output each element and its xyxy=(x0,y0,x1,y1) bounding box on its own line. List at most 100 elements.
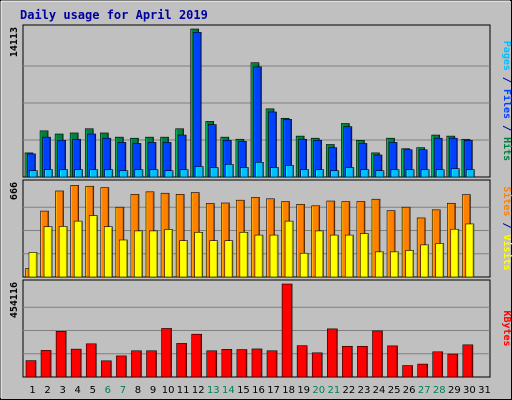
bar-pages xyxy=(194,166,204,178)
legend-part: Hits xyxy=(501,137,512,161)
bar-sites xyxy=(314,230,324,278)
bar-sites xyxy=(360,233,369,278)
bar-sites xyxy=(73,220,83,278)
bar-kbytes xyxy=(116,355,127,378)
chart-panels: 14113 Pages / Files / Hits 666 Sites / Visi… xyxy=(9,24,512,378)
bar-pages xyxy=(44,169,53,178)
bar-pages xyxy=(255,162,264,178)
bar-kbytes xyxy=(176,343,187,378)
bar-pages xyxy=(149,169,159,178)
x-tick-label: 26 xyxy=(403,385,416,396)
legend-part: KBytes xyxy=(501,310,512,346)
bar-sites xyxy=(375,251,384,278)
bar-pages xyxy=(360,169,370,178)
x-tick-label: 2 xyxy=(44,385,50,396)
bar-sites xyxy=(119,239,128,278)
bar-pages xyxy=(179,169,189,178)
x-tick-label: 31 xyxy=(478,385,491,396)
bar-kbytes xyxy=(281,283,293,378)
bar-files xyxy=(192,31,202,178)
legend-part: / xyxy=(501,71,512,89)
bar-files xyxy=(268,111,277,178)
bar-kbytes xyxy=(25,360,37,378)
bar-pages xyxy=(59,169,68,178)
bar-kbytes xyxy=(146,350,157,378)
bar-pages xyxy=(164,170,174,178)
bar-pages xyxy=(451,168,460,178)
panel-visits-sites: 666 Sites / Visits xyxy=(9,179,512,278)
bar-sites xyxy=(435,243,445,278)
bar-pages xyxy=(29,170,38,178)
bar-pages xyxy=(89,169,99,178)
x-tick-label: 4 xyxy=(75,385,81,396)
panel-max-label: 14113 xyxy=(9,27,20,57)
bar-sites xyxy=(58,226,68,278)
bar-files xyxy=(253,66,262,178)
bar-pages xyxy=(405,169,415,178)
bar-kbytes xyxy=(55,331,67,378)
legend-part: Pages xyxy=(501,41,512,71)
x-tick-label: 30 xyxy=(463,385,476,396)
bar-sites xyxy=(465,223,475,278)
x-tick-label: 5 xyxy=(90,385,96,396)
legend-part: Files xyxy=(501,89,512,119)
bar-sites xyxy=(450,228,460,278)
bar-pages xyxy=(225,164,234,178)
bar-pages xyxy=(375,170,385,178)
bar-kbytes xyxy=(206,350,218,378)
bar-kbytes xyxy=(462,344,474,378)
x-tick-label: 10 xyxy=(162,385,175,396)
panel-max-label: 454116 xyxy=(9,282,20,318)
x-tick-label: 7 xyxy=(120,385,126,396)
bar-kbytes xyxy=(70,348,82,378)
bar-sites xyxy=(134,230,143,278)
bar-kbytes xyxy=(85,343,97,378)
bar-kbytes xyxy=(342,345,353,378)
x-tick-label: 23 xyxy=(358,385,371,396)
x-tick-label: 22 xyxy=(343,385,356,396)
x-tick-label: 16 xyxy=(252,385,265,396)
bar-kbytes xyxy=(432,351,444,378)
bar-pages xyxy=(285,165,294,178)
x-tick-label: 12 xyxy=(192,385,205,396)
bar-pages xyxy=(74,169,83,178)
bar-pages xyxy=(119,170,129,178)
bar-sites xyxy=(104,226,113,278)
bar-kbytes xyxy=(131,350,142,378)
bar-kbytes xyxy=(402,365,413,378)
bar-pages xyxy=(134,169,144,178)
bar-kbytes xyxy=(236,349,248,378)
panel-legend-label: KBytes xyxy=(501,310,512,346)
bar-sites xyxy=(405,250,414,278)
bar-kbytes xyxy=(447,353,459,378)
x-tick-label: 27 xyxy=(418,385,431,396)
x-tick-label: 15 xyxy=(237,385,250,396)
x-tick-label: 19 xyxy=(297,385,310,396)
bar-sites xyxy=(254,234,264,278)
bar-pages xyxy=(466,169,475,178)
bar-kbytes xyxy=(161,328,172,378)
bar-pages xyxy=(390,169,400,178)
bar-kbytes xyxy=(417,363,428,378)
bar-sites xyxy=(345,234,354,278)
panel-max-label: 666 xyxy=(9,182,20,200)
bar-pages xyxy=(345,167,355,178)
chart-title: Daily usage for April 2019 xyxy=(20,8,208,22)
x-axis-labels: 1 2 3 4 5 6 7 8 9 10 11 12 13 14 15 16 17 18 19 20 21 22 23 24 2… xyxy=(29,385,490,396)
x-tick-label: 11 xyxy=(177,385,190,396)
panel-legend-label: Pages / Files / Hits xyxy=(501,41,512,161)
bar-pages xyxy=(104,169,114,178)
bar-pages xyxy=(435,169,445,178)
bar-pages xyxy=(300,169,309,178)
bar-kbytes xyxy=(101,360,112,378)
bar-pages xyxy=(420,169,430,178)
x-tick-label: 8 xyxy=(135,385,141,396)
bar-sites xyxy=(164,229,173,278)
bar-kbytes xyxy=(311,352,323,378)
bar-kbytes xyxy=(251,348,263,378)
bar-sites xyxy=(28,252,38,278)
x-tick-label: 17 xyxy=(267,385,280,396)
x-tick-label: 28 xyxy=(433,385,446,396)
panel-legend-label: Sites / Visits xyxy=(501,186,512,270)
